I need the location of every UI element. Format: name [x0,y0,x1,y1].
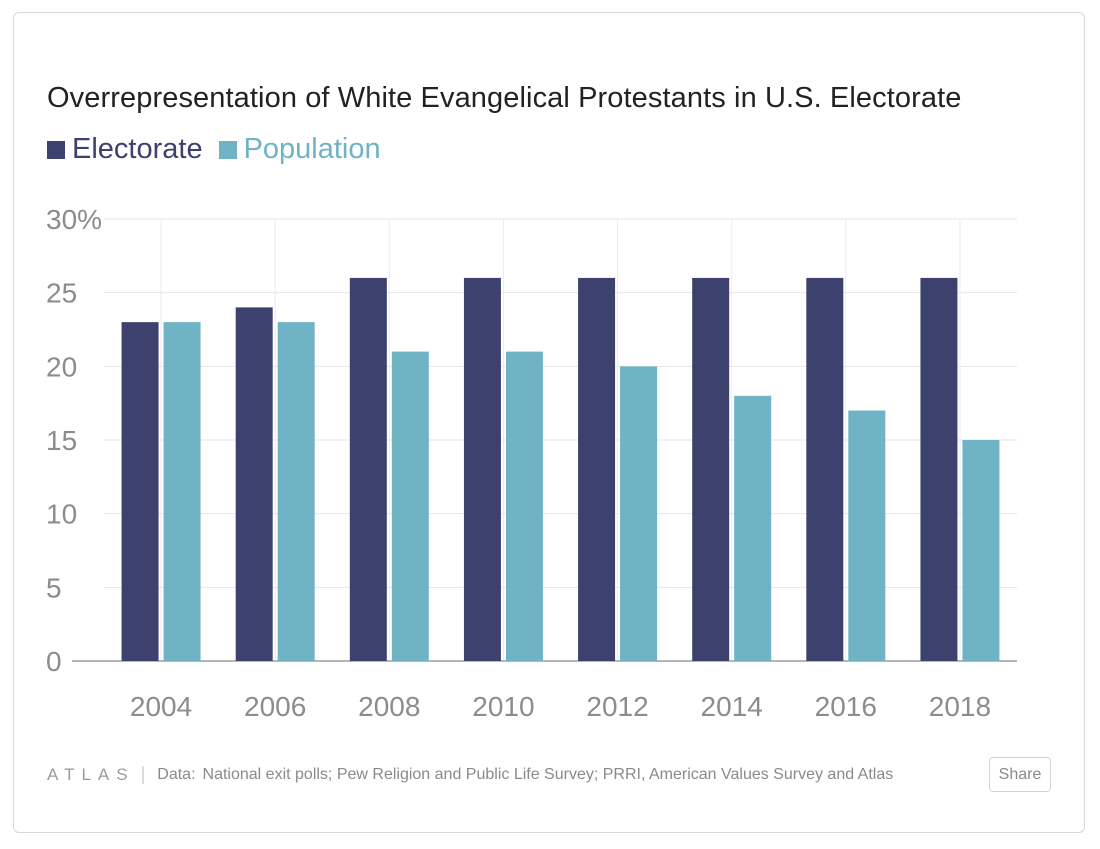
x-tick-label: 2004 [130,691,192,722]
x-axis-ticks: 2004 2006 2008 2010 2012 2014 2016 2018 [130,691,991,722]
bar-population-2012[interactable] [620,366,658,661]
bar-population-2010[interactable] [505,351,543,661]
footer: ATLAS | Data: National exit polls; Pew R… [47,764,893,785]
y-tick-label: 30% [46,204,102,235]
source-text: National exit polls; Pew Religion and Pu… [202,765,894,783]
bar-electorate-2008[interactable] [349,277,387,661]
atlas-logo[interactable]: ATLAS [47,764,135,784]
x-tick-label: 2018 [929,691,991,722]
bar-population-2014[interactable] [734,395,772,661]
bar-population-2006[interactable] [277,322,315,661]
y-tick-label: 0 [46,646,62,677]
y-axis-ticks: 0 5 10 15 20 25 30% [46,204,102,677]
y-tick-label: 20 [46,351,77,382]
x-tick-label: 2010 [472,691,534,722]
chart-title: Overrepresentation of White Evangelical … [47,82,962,114]
source-label: Data: [157,765,196,783]
legend-item-population[interactable]: Population [218,133,381,166]
bar-electorate-2010[interactable] [463,277,501,661]
y-tick-label: 25 [46,278,77,309]
x-tick-label: 2016 [815,691,877,722]
footer-separator: | [140,764,146,784]
legend-label-electorate: Electorate [72,133,203,165]
legend: Electorate Population [47,133,397,166]
bar-electorate-2004[interactable] [121,322,159,661]
x-tick-label: 2014 [701,691,763,722]
legend-swatch-population [218,140,237,159]
x-tick-label: 2012 [586,691,648,722]
bar-population-2016[interactable] [848,410,886,661]
x-tick-label: 2006 [244,691,306,722]
share-button[interactable]: Share [989,757,1051,792]
bar-electorate-2018[interactable] [920,277,958,661]
legend-item-electorate[interactable]: Electorate [47,133,203,166]
y-tick-label: 10 [46,499,77,530]
legend-label-population: Population [243,133,381,165]
bar-electorate-2012[interactable] [578,277,616,661]
bar-electorate-2006[interactable] [235,307,273,661]
legend-swatch-electorate [47,140,65,159]
bar-electorate-2016[interactable] [806,277,844,661]
y-tick-label: 15 [46,425,77,456]
y-tick-label: 5 [46,572,62,603]
bar-population-2004[interactable] [163,322,201,661]
bar-electorate-2014[interactable] [692,277,730,661]
bar-population-2018[interactable] [962,440,1000,661]
x-tick-label: 2008 [358,691,420,722]
bar-population-2008[interactable] [391,351,429,661]
bars [121,277,1000,661]
